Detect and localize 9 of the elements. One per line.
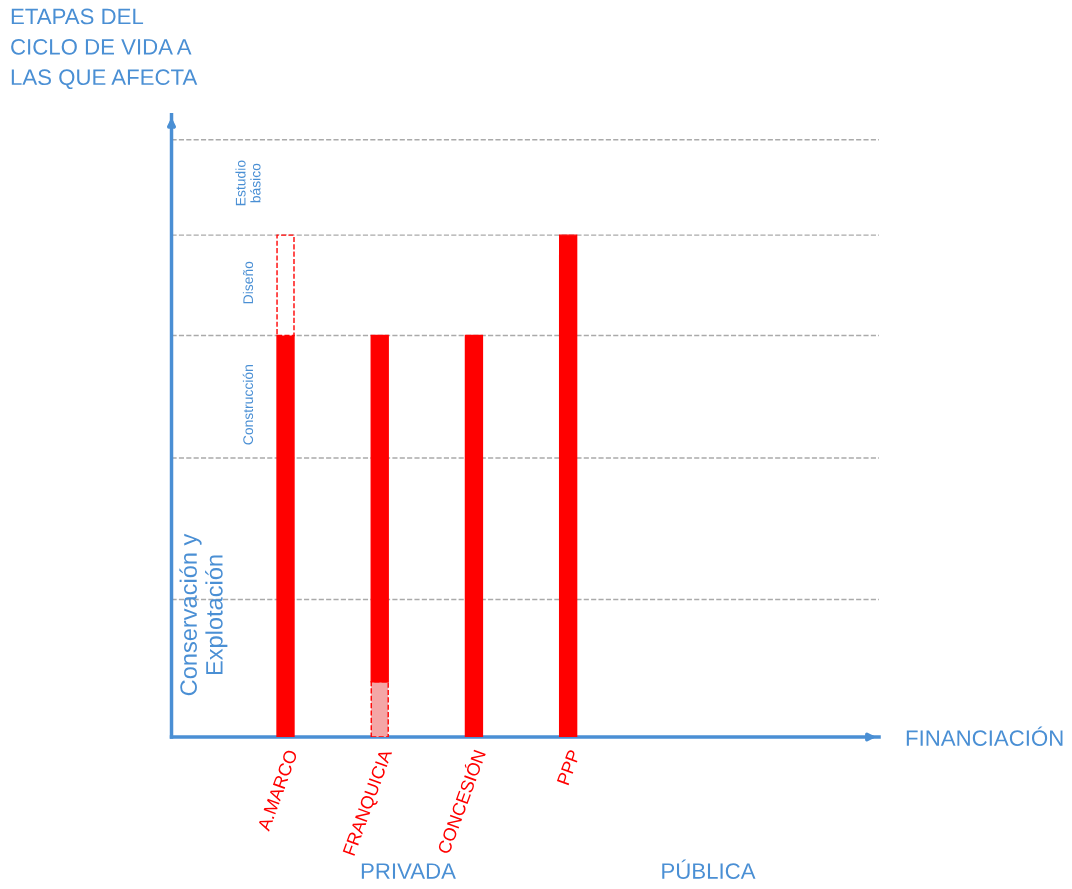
text: PRIVADA xyxy=(361,863,456,879)
annotation: Construcción xyxy=(242,365,254,445)
text: ETAPAS DEL CICLO DE VIDA A LAS QUE AFECTA xyxy=(11,8,198,90)
x-axis-title: FINANCIACIÓN xyxy=(906,726,1063,746)
text: Estudio básico xyxy=(235,160,261,206)
x-tick-label: PPP xyxy=(556,749,581,786)
text: PÚBLICA xyxy=(662,859,756,879)
annotation: Diseño xyxy=(242,261,254,304)
annotation: Conservación y Explotación xyxy=(179,533,228,696)
